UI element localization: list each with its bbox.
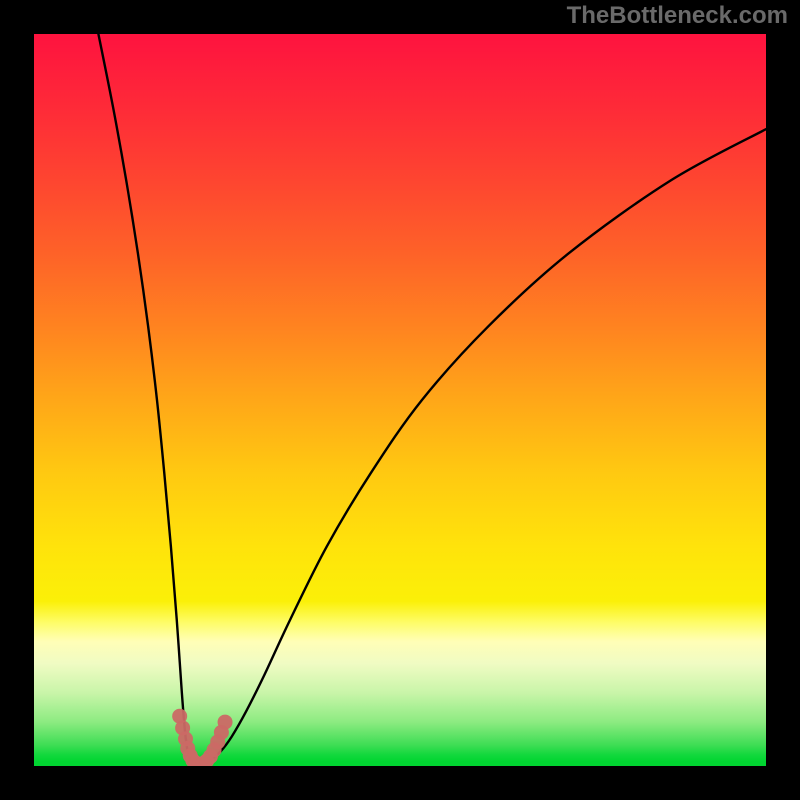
bottleneck-marker [218, 715, 233, 730]
plot-area [34, 34, 766, 766]
attribution-watermark: TheBottleneck.com [567, 2, 788, 30]
gradient-background [34, 34, 766, 766]
chart-svg [34, 34, 766, 766]
chart-container: TheBottleneck.com [0, 0, 800, 800]
